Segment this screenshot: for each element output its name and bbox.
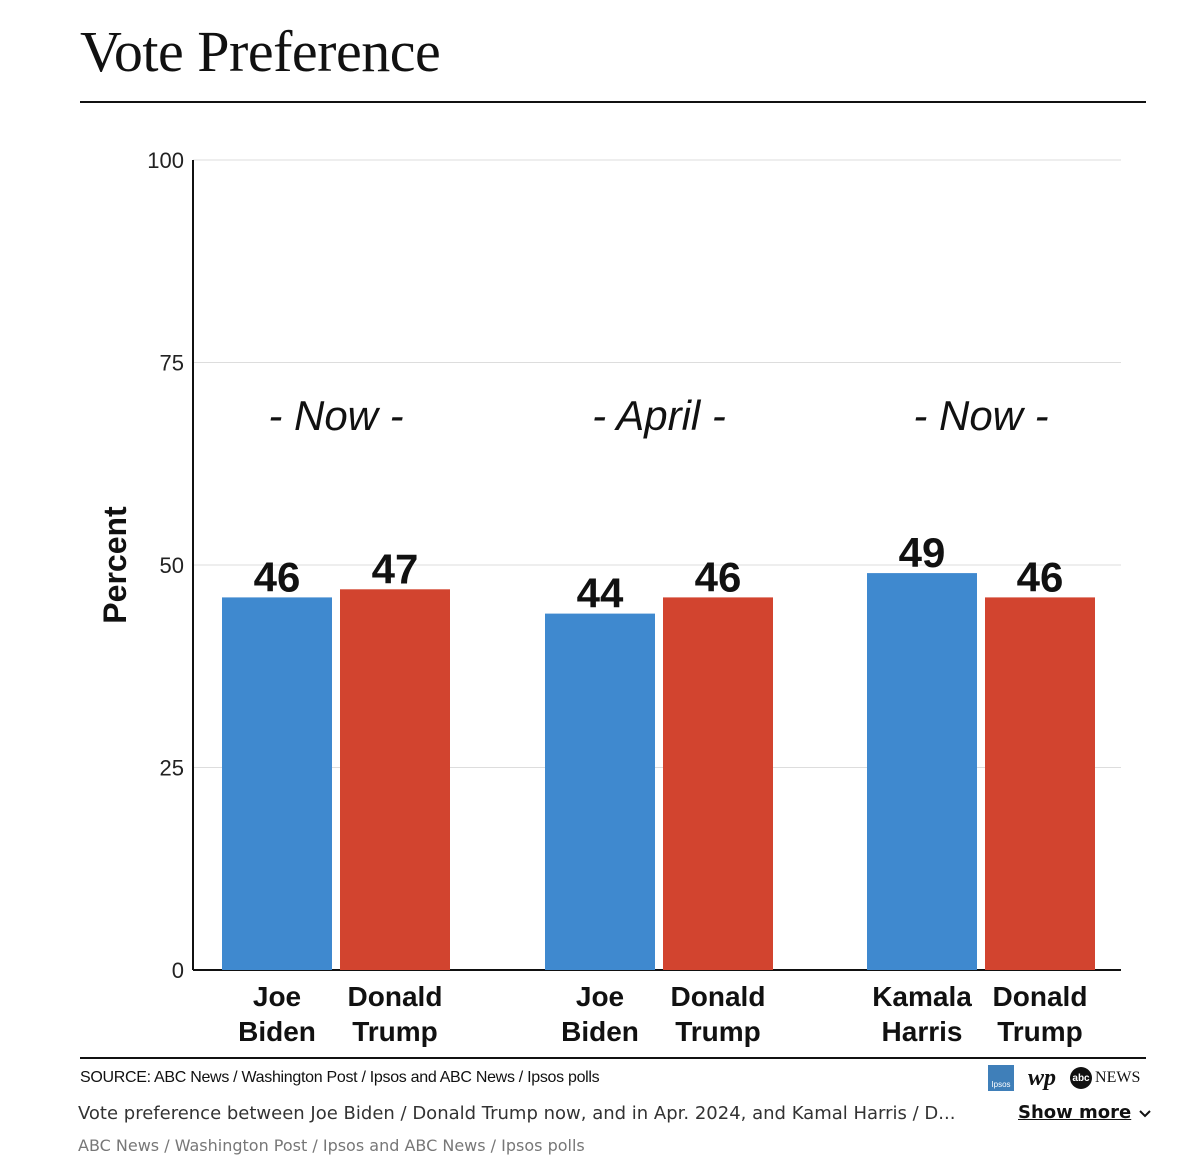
- group-label: - Now -: [268, 392, 403, 439]
- chevron-down-icon: [1139, 1103, 1151, 1122]
- x-category-label: Trump: [352, 1016, 438, 1047]
- x-category-label: Joe: [253, 981, 301, 1012]
- group-label: - April -: [592, 392, 726, 439]
- bar: [222, 597, 332, 970]
- bar-value-label: 47: [372, 545, 419, 592]
- bar: [545, 613, 655, 970]
- bar-value-label: 46: [254, 553, 301, 600]
- abc-mark: abc: [1070, 1067, 1093, 1089]
- ipsos-logo-text: Ipsos: [991, 1080, 1011, 1089]
- bar: [985, 597, 1095, 970]
- y-tick-label: 25: [160, 756, 184, 781]
- show-more-button[interactable]: Show more: [1018, 1102, 1151, 1123]
- chart-title: Vote Preference: [80, 19, 441, 84]
- abc-news-logo: abc NEWS: [1070, 1067, 1140, 1089]
- y-tick-label: 100: [147, 148, 184, 173]
- bar-chart: 0 25 50 75 100 Percent - Now - 46 Joe Biden 47 Dona…: [97, 148, 1121, 1047]
- bar-value-label: 49: [899, 529, 946, 576]
- x-category-label: Trump: [997, 1016, 1083, 1047]
- image-caption: Vote preference between Joe Biden / Dona…: [78, 1103, 956, 1124]
- x-category-label: Joe: [576, 981, 624, 1012]
- ipsos-logo: Ipsos: [988, 1065, 1014, 1091]
- bar: [867, 573, 977, 970]
- x-category-label: Biden: [561, 1016, 639, 1047]
- publisher-logos: Ipsos wp abc NEWS: [988, 1064, 1140, 1092]
- y-axis-label: Percent: [97, 506, 133, 624]
- y-tick-label: 50: [160, 553, 184, 578]
- washington-post-logo: wp: [1028, 1064, 1057, 1091]
- y-tick-label: 0: [172, 958, 184, 983]
- x-category-label: Donald: [993, 981, 1088, 1012]
- bar: [340, 589, 450, 970]
- image-credit: ABC News / Washington Post / Ipsos and A…: [78, 1136, 585, 1155]
- abc-news-text: NEWS: [1095, 1069, 1141, 1086]
- y-tick-label: 75: [160, 351, 184, 376]
- bar: [663, 597, 773, 970]
- bar-value-label: 46: [695, 553, 742, 600]
- x-category-label: Biden: [238, 1016, 316, 1047]
- x-category-label: Donald: [671, 981, 766, 1012]
- x-category-label: Trump: [675, 1016, 761, 1047]
- source-note: SOURCE: ABC News / Washington Post / Ips…: [80, 1069, 600, 1086]
- show-more-label: Show more: [1018, 1102, 1132, 1123]
- x-category-label: Donald: [348, 981, 443, 1012]
- bar-value-label: 44: [577, 570, 624, 617]
- group-label: - Now -: [913, 392, 1048, 439]
- x-category-label: Kamala: [872, 981, 972, 1012]
- footer-divider: [80, 1057, 1146, 1059]
- x-category-label: Harris: [882, 1016, 963, 1047]
- bar-value-label: 46: [1017, 553, 1064, 600]
- title-divider: [80, 101, 1146, 103]
